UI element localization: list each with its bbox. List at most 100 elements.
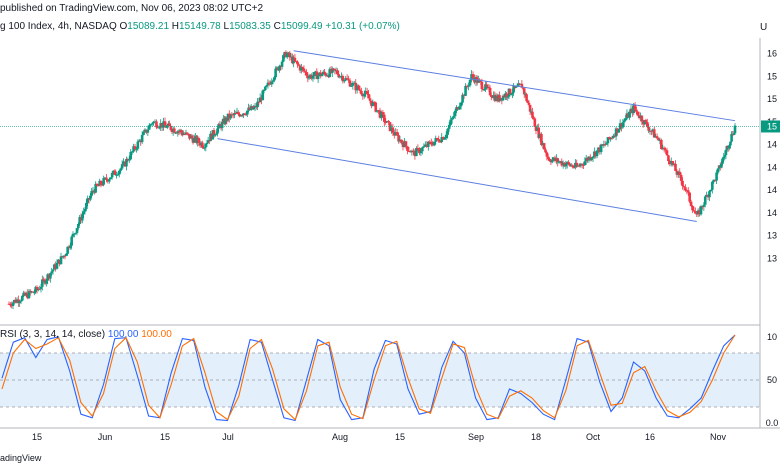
candle-body <box>205 142 209 145</box>
candle-body <box>120 164 124 169</box>
candle-body <box>234 113 238 115</box>
candle-body <box>192 137 196 143</box>
candle-body <box>686 190 690 193</box>
candle-body <box>29 290 32 293</box>
candle-body <box>157 127 161 129</box>
candle-body <box>391 127 395 133</box>
currency-label: U <box>760 22 768 33</box>
candle-body <box>45 280 48 284</box>
candle-body <box>678 171 682 175</box>
candle-body <box>201 142 204 148</box>
candle-body <box>81 214 84 221</box>
candle-body <box>127 159 131 161</box>
time-tick-label: Oct <box>586 432 601 442</box>
candle-body <box>537 127 541 138</box>
candle-body <box>407 150 411 152</box>
candle-body <box>129 151 133 160</box>
stoch-d-line <box>1 334 736 421</box>
candle-body <box>668 161 672 165</box>
high-label: H <box>171 21 180 32</box>
candle-body <box>61 256 64 258</box>
candle-body <box>712 179 716 182</box>
candle-body <box>197 138 201 143</box>
candle-body <box>392 132 396 136</box>
candle-body <box>691 205 694 211</box>
candle-body <box>163 121 167 126</box>
candle-body <box>567 162 570 164</box>
candle-body <box>526 100 530 103</box>
candle-body <box>378 110 382 118</box>
candle-body <box>721 158 724 164</box>
candle-body <box>471 74 475 78</box>
candle-body <box>293 57 297 62</box>
candle-body <box>617 129 621 133</box>
candle-body <box>105 177 108 180</box>
candle-body <box>30 291 33 293</box>
candle-body <box>13 299 16 303</box>
candle-body <box>522 88 526 95</box>
candle-body <box>545 152 549 157</box>
candle-body <box>669 161 673 165</box>
candle-body <box>470 74 473 80</box>
candle-body <box>212 130 216 136</box>
stoch-k-line <box>1 334 736 422</box>
candle-body <box>337 74 341 78</box>
candle-body <box>720 163 723 168</box>
candle-body <box>435 138 439 140</box>
candle-body <box>296 61 299 65</box>
candle-body <box>479 80 483 82</box>
candle-body <box>273 77 276 81</box>
candle-body <box>98 180 101 186</box>
candle-body <box>384 121 388 123</box>
candle-body <box>94 183 97 193</box>
time-tick-label: Jul <box>222 432 234 442</box>
candle-body <box>665 150 669 156</box>
candle-body <box>419 151 423 154</box>
candle-body <box>637 115 641 118</box>
candle-body <box>367 94 370 99</box>
candle-body <box>711 181 714 190</box>
candle-body <box>71 233 75 237</box>
candle-body <box>320 74 324 77</box>
close-value: 15099.49 <box>280 21 323 32</box>
candle-body <box>78 217 81 224</box>
candle-body <box>240 115 244 117</box>
candle-body <box>629 108 633 112</box>
candle-body <box>525 94 528 101</box>
candle-body <box>692 210 696 212</box>
candle-body <box>609 137 612 140</box>
candle-body <box>412 150 415 152</box>
candle-body <box>79 217 83 221</box>
candle-body <box>282 55 285 62</box>
candle-body <box>552 157 555 160</box>
candle-body <box>716 168 720 173</box>
candle-body <box>73 233 76 235</box>
candle-body <box>159 123 163 128</box>
candle-body <box>294 61 298 63</box>
candle-body <box>278 65 281 71</box>
candle-body <box>586 158 589 161</box>
candle-body <box>487 86 491 88</box>
candle-body <box>357 85 360 90</box>
candle-body <box>715 172 718 181</box>
time-tick-label: 15 <box>395 432 405 442</box>
candle-body <box>336 70 339 75</box>
candle-body <box>136 141 140 149</box>
candle-body <box>324 73 328 76</box>
candle-body <box>602 144 606 146</box>
candle-body <box>645 122 649 127</box>
candle-body <box>267 82 271 84</box>
candle-body <box>177 131 181 133</box>
candle-body <box>506 96 510 98</box>
candle-body <box>137 140 141 142</box>
candle-body <box>452 116 455 118</box>
candle-body <box>82 211 85 215</box>
candle-body <box>401 142 405 148</box>
candle-body <box>58 259 61 265</box>
candle-body <box>488 87 492 96</box>
candle-body <box>674 163 677 171</box>
time-tick-label: Jun <box>98 432 113 442</box>
candle-body <box>95 183 99 186</box>
candle-body <box>264 86 267 90</box>
